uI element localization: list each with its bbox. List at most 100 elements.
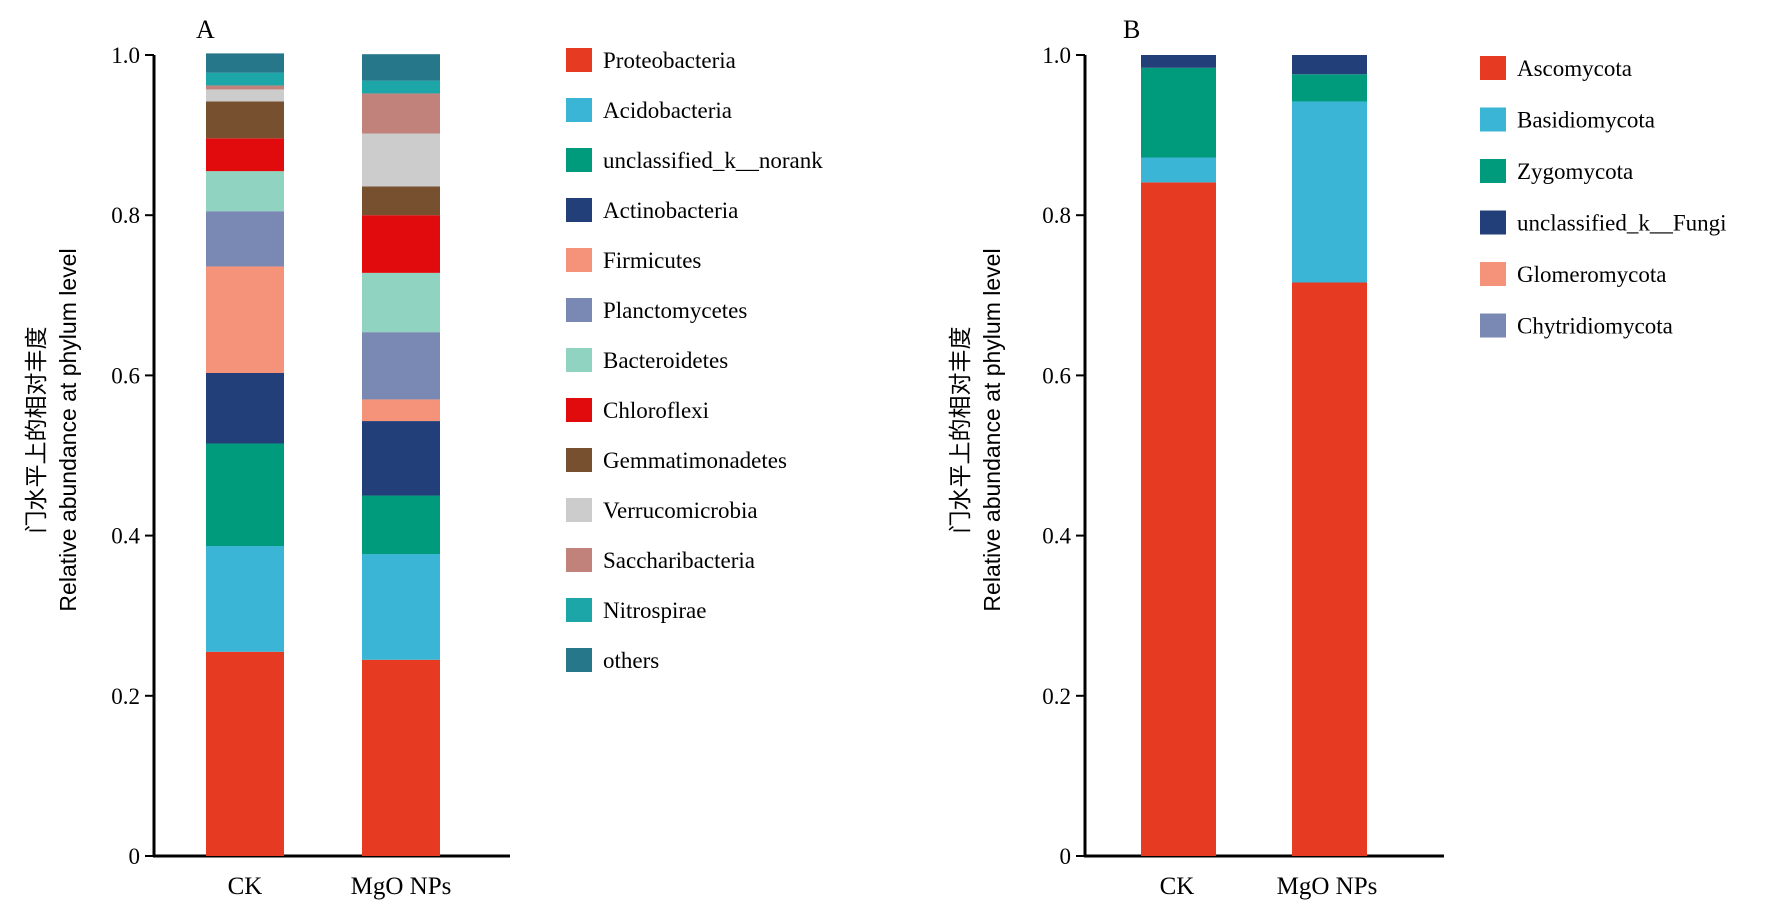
bar-segment-verrucomicrobia	[206, 89, 284, 102]
bar-segment-bacteroidetes	[206, 171, 284, 212]
bar-segment-basidiomycota	[1141, 157, 1216, 183]
legend-swatch	[566, 48, 592, 72]
bar-segment-others	[206, 53, 284, 73]
legend-swatch	[566, 498, 592, 522]
legend-swatch	[566, 598, 592, 622]
legend-swatch	[1480, 107, 1506, 132]
bar-segment-unclassified-k-norank	[206, 443, 284, 547]
panel-a-category-ck: CK	[228, 873, 263, 900]
y-tick-label: 0.8	[111, 203, 140, 228]
panel-b-legend: Ascomycota Basidiomycota Zygomycota unclass…	[1480, 56, 1727, 339]
legend-label: Bacteroidetes	[603, 348, 728, 373]
bar-segment-others	[362, 54, 440, 81]
legend-label: Zygomycota	[1517, 159, 1633, 184]
legend-label: Chloroflexi	[603, 398, 709, 423]
legend-label: others	[603, 648, 659, 673]
bar-segment-basidiomycota	[1292, 101, 1367, 283]
y-tick-label: 0.8	[1042, 203, 1071, 228]
y-tick-label: 0.4	[1042, 524, 1071, 549]
bar-segment-gemmatimonadetes	[206, 101, 284, 139]
legend-swatch	[566, 98, 592, 122]
panel-a-legend: Proteobacteria Acidobacteria unclassified_…	[566, 48, 823, 673]
bar-segment-zygomycota	[1292, 74, 1367, 102]
bar-segment-proteobacteria	[206, 651, 284, 856]
legend-label: Verrucomicrobia	[603, 498, 758, 523]
bar-segment-acidobacteria	[206, 546, 284, 652]
legend-label: Saccharibacteria	[603, 548, 755, 573]
bar-segment-saccharibacteria	[362, 93, 440, 134]
y-tick-label: 0.6	[1042, 363, 1071, 388]
panel-a-ylabel-cn: 门水平上的相对丰度	[23, 327, 49, 534]
bar-segment-ascomycota	[1292, 282, 1367, 856]
legend-swatch	[566, 298, 592, 322]
legend-label: Ascomycota	[1517, 56, 1632, 81]
legend-swatch	[1480, 262, 1506, 286]
legend-label: Gemmatimonadetes	[603, 448, 787, 473]
y-tick-label: 1.0	[111, 43, 140, 68]
y-tick-label: 0	[129, 844, 141, 869]
panel-b-y-ticks: 0 0.2 0.4 0.6 0.8 1.0	[1042, 43, 1085, 869]
bar-segment-planctomycetes	[362, 332, 440, 400]
bar-segment-zygomycota	[1141, 67, 1216, 158]
legend-swatch	[566, 148, 592, 172]
y-tick-label: 0.4	[111, 524, 140, 549]
legend-swatch	[1480, 210, 1506, 235]
bar-segment-unclassified-k-fungi	[1141, 55, 1216, 68]
legend-label: Actinobacteria	[603, 198, 738, 223]
legend-swatch	[566, 348, 592, 372]
legend-swatch	[1480, 313, 1506, 338]
bar-segment-firmicutes	[206, 266, 284, 373]
legend-label: Chytridiomycota	[1517, 314, 1673, 339]
bar-segment-chloroflexi	[206, 138, 284, 172]
bar-segment-acidobacteria	[362, 554, 440, 660]
bar-segment-nitrospirae	[362, 80, 440, 94]
panel-b: B 门水平上的相对丰度 Relative abundance at phylum…	[947, 15, 1727, 900]
legend-swatch	[566, 548, 592, 572]
panel-b-ylabel-cn: 门水平上的相对丰度	[947, 327, 973, 534]
legend-swatch	[566, 248, 592, 272]
panel-a-label: A	[196, 15, 215, 44]
bar-segment-saccharibacteria	[206, 85, 284, 90]
y-tick-label: 0	[1060, 844, 1072, 869]
legend-swatch	[1480, 56, 1506, 80]
panel-b-label: B	[1123, 15, 1140, 44]
bar-segment-bacteroidetes	[362, 272, 440, 333]
legend-swatch	[1480, 159, 1506, 183]
bar-segment-unclassified-k-fungi	[1292, 55, 1367, 75]
y-tick-label: 1.0	[1042, 43, 1071, 68]
y-tick-label: 0.2	[1042, 684, 1071, 709]
legend-swatch	[566, 448, 592, 472]
panel-a: A 门水平上的相对丰度 Relative abundance at phylum…	[23, 15, 823, 900]
bar-segment-firmicutes	[362, 399, 440, 422]
bar-segment-unclassified-k-norank	[362, 495, 440, 555]
legend-swatch	[566, 648, 592, 672]
legend-label: Firmicutes	[603, 248, 701, 273]
legend-label: unclassified_k__Fungi	[1517, 211, 1727, 236]
bar-segment-actinobacteria	[362, 421, 440, 496]
bar-segment-proteobacteria	[362, 659, 440, 856]
bar-segment-planctomycetes	[206, 211, 284, 267]
y-tick-label: 0.6	[111, 363, 140, 388]
panel-b-bars	[1141, 55, 1367, 856]
panel-a-bars	[206, 53, 440, 856]
legend-label: unclassified_k__norank	[603, 148, 823, 173]
legend-label: Glomeromycota	[1517, 262, 1666, 287]
legend-label: Nitrospirae	[603, 598, 706, 623]
legend-swatch	[566, 198, 592, 222]
panel-b-category-ck: CK	[1160, 873, 1195, 900]
bar-segment-verrucomicrobia	[362, 133, 440, 187]
panel-b-ylabel: Relative abundance at phylum level	[979, 248, 1005, 611]
panel-b-category-mgo: MgO NPs	[1277, 873, 1378, 900]
bar-segment-actinobacteria	[206, 372, 284, 444]
bar-segment-chloroflexi	[362, 215, 440, 273]
legend-label: Proteobacteria	[603, 48, 736, 73]
bar-segment-gemmatimonadetes	[362, 186, 440, 216]
legend-swatch	[566, 398, 592, 422]
bar-segment-nitrospirae	[206, 72, 284, 86]
y-tick-label: 0.2	[111, 684, 140, 709]
panel-a-category-mgo: MgO NPs	[351, 873, 452, 900]
panel-a-y-ticks: 0 0.2 0.4 0.6 0.8 1.0	[111, 43, 154, 869]
bar-segment-ascomycota	[1141, 182, 1216, 856]
legend-label: Basidiomycota	[1517, 108, 1655, 133]
